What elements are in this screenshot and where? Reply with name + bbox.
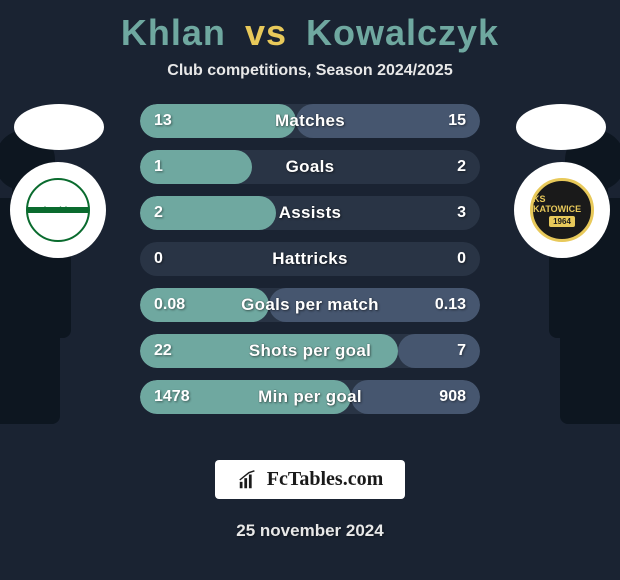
stat-value-right: 3 bbox=[457, 196, 466, 230]
stat-row-shots-per-goal: Shots per goal22 7 bbox=[140, 334, 480, 368]
stat-value-left: 1478 bbox=[154, 380, 190, 414]
comparison-card: { "header": { "player1": "Khlan", "vs": … bbox=[0, 0, 620, 580]
stat-value-left: 1 bbox=[154, 150, 163, 184]
stat-value-right: 7 bbox=[457, 334, 466, 368]
badge-right-name: KS KATOWICE bbox=[533, 194, 591, 214]
stat-label: Goals per match bbox=[140, 288, 480, 322]
stat-value-right: 908 bbox=[439, 380, 466, 414]
player2-name: Kowalczyk bbox=[306, 12, 499, 53]
title: Khlan vs Kowalczyk bbox=[0, 0, 620, 54]
footer: FcTables.com 25 november 2024 bbox=[0, 454, 620, 580]
stat-value-left: 0.08 bbox=[154, 288, 185, 322]
stat-label: Matches bbox=[140, 104, 480, 138]
stat-row-goals-per-match: Goals per match0.08 0.13 bbox=[140, 288, 480, 322]
brand-text: FcTables.com bbox=[267, 468, 383, 491]
club-badge-left: Lechia bbox=[10, 162, 106, 258]
stat-label: Shots per goal bbox=[140, 334, 480, 368]
badge-left-name: Lechia bbox=[44, 205, 73, 215]
stat-label: Min per goal bbox=[140, 380, 480, 414]
stat-row-goals: Goals1 2 bbox=[140, 150, 480, 184]
stat-row-matches: Matches13 15 bbox=[140, 104, 480, 138]
brand-pill: FcTables.com bbox=[215, 460, 405, 499]
stat-value-right: 2 bbox=[457, 150, 466, 184]
content-area: Lechia KS KATOWICE 1964 Matches1315Goals… bbox=[0, 104, 620, 424]
vs-text: vs bbox=[245, 12, 287, 53]
stat-row-min-per-goal: Min per goal1478 908 bbox=[140, 380, 480, 414]
subtitle: Club competitions, Season 2024/2025 bbox=[0, 62, 620, 80]
player1-name: Khlan bbox=[121, 12, 226, 53]
club-badge-right: KS KATOWICE 1964 bbox=[514, 162, 610, 258]
badge-right-year: 1964 bbox=[549, 216, 575, 227]
stat-value-left: 2 bbox=[154, 196, 163, 230]
stat-row-assists: Assists2 3 bbox=[140, 196, 480, 230]
stat-value-right: 0.13 bbox=[435, 288, 466, 322]
stat-row-hattricks: Hattricks0 0 bbox=[140, 242, 480, 276]
stat-value-left: 0 bbox=[154, 242, 163, 276]
date-text: 25 november 2024 bbox=[0, 521, 620, 541]
stat-value-right: 0 bbox=[457, 242, 466, 276]
stat-bars: Matches1315Goals12Assists23Hattricks00Go… bbox=[140, 104, 480, 426]
stat-label: Goals bbox=[140, 150, 480, 184]
stat-value-right: 15 bbox=[448, 104, 466, 138]
country-flag-right bbox=[516, 104, 606, 150]
stat-label: Hattricks bbox=[140, 242, 480, 276]
stat-value-left: 13 bbox=[154, 104, 172, 138]
country-flag-left bbox=[14, 104, 104, 150]
chart-icon bbox=[237, 469, 259, 491]
stat-label: Assists bbox=[140, 196, 480, 230]
stat-value-left: 22 bbox=[154, 334, 172, 368]
